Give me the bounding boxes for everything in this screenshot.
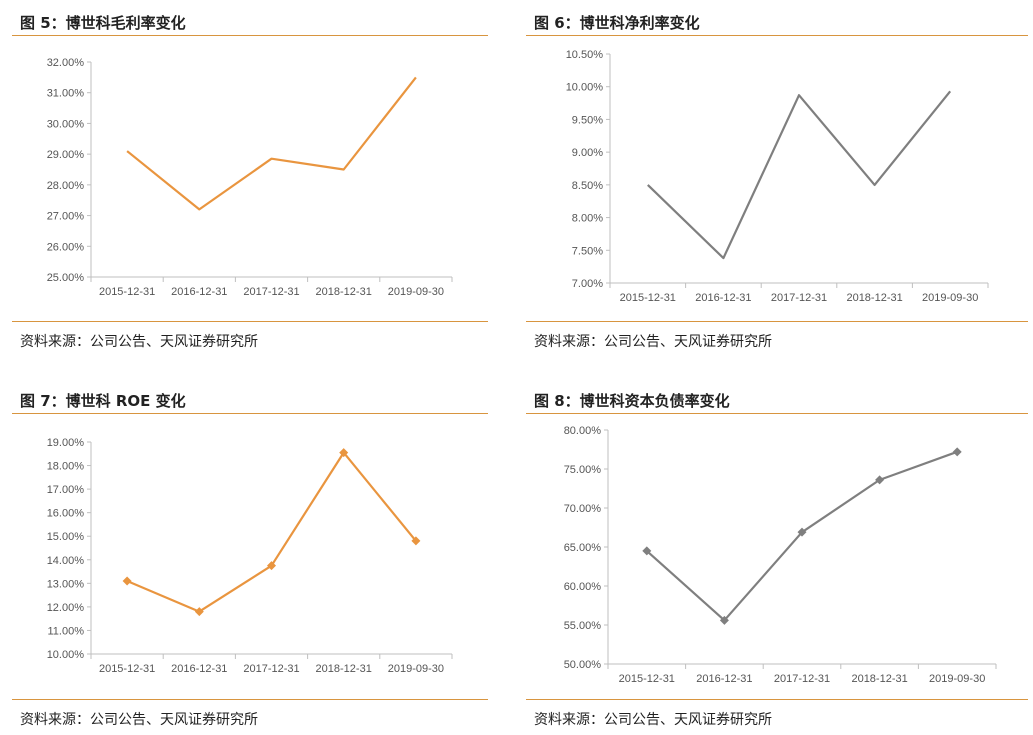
x-tick-label: 2016-12-31	[171, 286, 227, 298]
chart-panel-debt-ratio: 图 8：博世科资本负债率变化 50.00% 55.00% 60.00% 65.00% 7…	[526, 384, 1028, 734]
y-tick-label: 29.00%	[47, 149, 85, 161]
source-divider	[12, 321, 488, 322]
chart-panel-net-margin: 图 6：博世科净利率变化 7.00% 7.50% 8.00% 8.50% 9.00% 9.…	[526, 6, 1028, 356]
net-margin-line-chart: 7.00% 7.50% 8.00% 8.50% 9.00% 9.50% 10.00% 10.5…	[566, 49, 989, 304]
title-divider	[12, 413, 488, 414]
data-point-marker	[875, 475, 885, 485]
y-tick-label: 9.50%	[572, 114, 603, 126]
data-point-marker	[797, 527, 807, 537]
source-divider	[526, 699, 1028, 700]
x-tick-label: 2016-12-31	[696, 673, 752, 685]
y-tick-label: 12.00%	[47, 602, 85, 614]
y-tick-label: 10.00%	[47, 649, 85, 661]
y-tick-label: 17.00%	[47, 484, 85, 496]
y-tick-label: 16.00%	[47, 508, 85, 520]
roe-line-chart: 10.00% 11.00% 12.00% 13.00% 14.00% 15.00% 16.0…	[47, 437, 453, 675]
y-tick-label: 14.00%	[47, 555, 85, 567]
source-note: 资料来源：公司公告、天风证券研究所	[534, 712, 772, 728]
y-tick-label: 7.00%	[572, 278, 603, 290]
y-tick-label: 10.50%	[566, 49, 604, 61]
x-tick-label: 2018-12-31	[316, 286, 372, 298]
x-tick-label: 2015-12-31	[99, 663, 155, 675]
data-point-marker	[122, 576, 132, 586]
data-point-marker	[194, 607, 204, 617]
gross-margin-line-chart: 25.00% 26.00% 27.00% 28.00% 29.00% 30.00% 31.0…	[47, 57, 453, 298]
x-tick-label: 2015-12-31	[99, 286, 155, 298]
y-tick-label: 80.00%	[564, 425, 602, 437]
data-point-marker	[339, 448, 349, 458]
title-divider	[12, 35, 488, 36]
chart-title: 图 6：博世科净利率变化	[534, 14, 700, 32]
y-tick-label: 8.00%	[572, 213, 603, 225]
y-tick-label: 65.00%	[564, 542, 602, 554]
title-divider	[526, 35, 1028, 36]
y-tick-label: 10.00%	[566, 82, 604, 94]
x-tick-label: 2018-12-31	[316, 663, 372, 675]
y-tick-label: 55.00%	[564, 620, 602, 632]
source-note: 资料来源：公司公告、天风证券研究所	[20, 334, 258, 350]
source-divider	[526, 321, 1028, 322]
data-point-marker	[952, 447, 962, 457]
x-tick-label: 2018-12-31	[846, 292, 902, 304]
x-tick-label: 2019-09-30	[388, 663, 444, 675]
x-tick-label: 2017-12-31	[243, 663, 299, 675]
source-note: 资料来源：公司公告、天风证券研究所	[20, 712, 258, 728]
y-tick-label: 32.00%	[47, 57, 85, 69]
data-point-marker	[267, 561, 276, 571]
series-line	[126, 76, 417, 211]
chart-panel-roe: 图 7：博世科 ROE 变化 10.00% 11.00% 12.00% 13.00% 1…	[12, 384, 488, 734]
series-line	[126, 451, 417, 613]
y-tick-label: 9.00%	[572, 147, 603, 159]
data-point-marker	[719, 615, 729, 625]
y-tick-label: 28.00%	[47, 180, 85, 192]
data-point-marker	[411, 536, 421, 546]
x-tick-label: 2017-12-31	[774, 673, 830, 685]
y-tick-label: 50.00%	[564, 659, 602, 671]
y-tick-label: 30.00%	[47, 118, 85, 130]
chart-title: 图 8：博世科资本负债率变化	[534, 392, 730, 410]
y-tick-label: 27.00%	[47, 211, 85, 223]
x-tick-label: 2015-12-31	[619, 673, 675, 685]
y-tick-label: 26.00%	[47, 241, 85, 253]
y-tick-label: 19.00%	[47, 437, 85, 449]
debt-ratio-line-chart: 50.00% 55.00% 60.00% 65.00% 70.00% 75.00% 80.0…	[564, 425, 997, 685]
x-tick-label: 2019-09-30	[388, 286, 444, 298]
y-tick-label: 13.00%	[47, 578, 85, 590]
x-tick-label: 2019-09-30	[929, 673, 985, 685]
x-tick-label: 2016-12-31	[171, 663, 227, 675]
y-tick-label: 8.50%	[572, 180, 603, 192]
x-tick-label: 2019-09-30	[922, 292, 978, 304]
chart-panel-gross-margin: 图 5：博世科毛利率变化 25.00% 26.00% 27.00% 28.00% 29.…	[12, 6, 488, 356]
title-divider	[526, 413, 1028, 414]
y-tick-label: 11.00%	[48, 625, 85, 637]
x-tick-label: 2018-12-31	[851, 673, 907, 685]
x-tick-label: 2016-12-31	[695, 292, 751, 304]
x-tick-label: 2017-12-31	[243, 286, 299, 298]
y-tick-label: 31.00%	[47, 88, 85, 100]
y-tick-label: 70.00%	[564, 503, 602, 515]
x-tick-label: 2015-12-31	[620, 292, 676, 304]
y-tick-label: 25.00%	[47, 272, 85, 284]
source-divider	[12, 699, 488, 700]
y-tick-label: 75.00%	[564, 464, 602, 476]
chart-title: 图 7：博世科 ROE 变化	[20, 392, 186, 410]
data-point-marker	[642, 546, 652, 556]
y-tick-label: 7.50%	[572, 245, 603, 257]
chart-title: 图 5：博世科毛利率变化	[20, 14, 186, 32]
y-tick-label: 60.00%	[564, 581, 602, 593]
y-tick-label: 15.00%	[47, 531, 85, 543]
x-tick-label: 2017-12-31	[771, 292, 827, 304]
series-line	[647, 90, 952, 260]
source-note: 资料来源：公司公告、天风证券研究所	[534, 334, 772, 350]
y-tick-label: 18.00%	[47, 461, 85, 473]
